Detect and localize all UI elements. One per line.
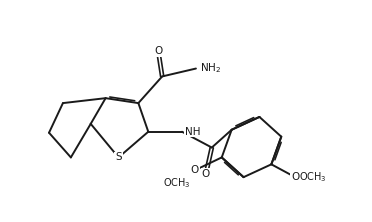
Text: O: O bbox=[191, 165, 199, 175]
Text: O: O bbox=[154, 46, 162, 56]
Text: S: S bbox=[115, 153, 122, 163]
Text: O: O bbox=[202, 169, 210, 179]
Text: OCH$_3$: OCH$_3$ bbox=[163, 176, 191, 190]
Text: NH$_2$: NH$_2$ bbox=[200, 62, 221, 75]
Text: OCH$_3$: OCH$_3$ bbox=[299, 170, 327, 184]
Text: NH: NH bbox=[185, 127, 201, 137]
Text: O: O bbox=[291, 172, 299, 182]
